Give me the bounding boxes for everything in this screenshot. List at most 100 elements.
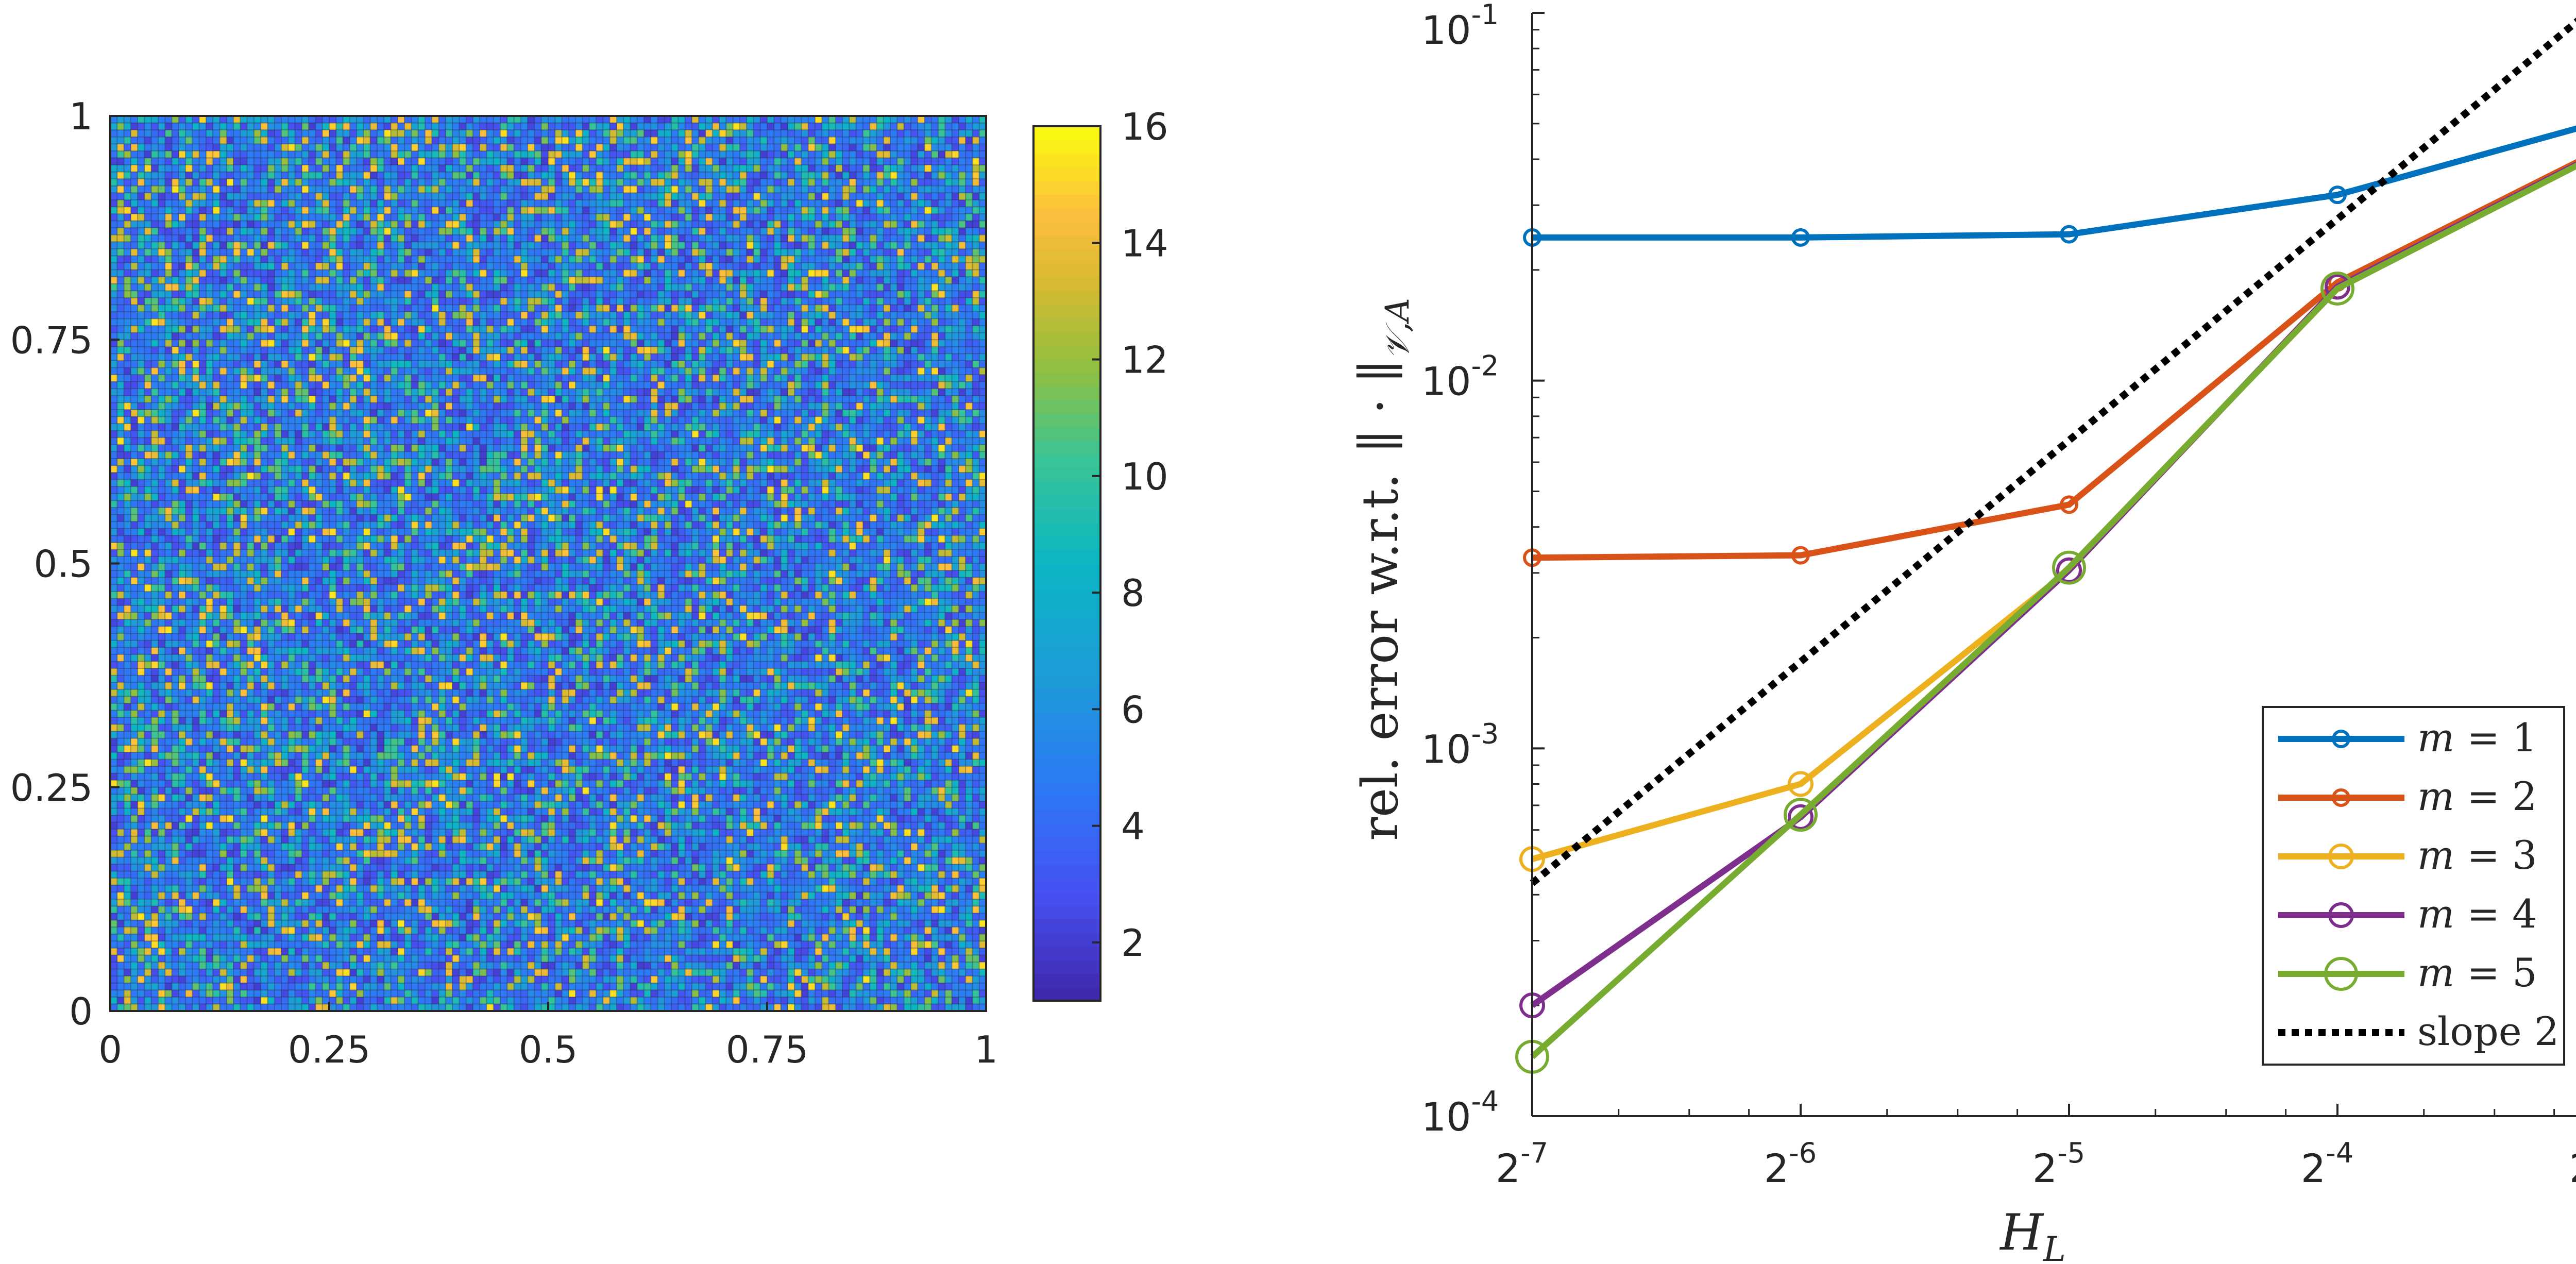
legend-marker [2328, 902, 2354, 928]
legend-box [2262, 706, 2565, 1066]
colorbar-tick-label: 6 [1121, 688, 1145, 731]
colorbar-ticks: 2 4 6 8 10 12 14 16 [1092, 105, 1168, 965]
line-x-tick-label: 2-5 [2032, 1137, 2085, 1191]
heatmap-x-tick-label: 1 [974, 1028, 998, 1071]
colorbar-band [1033, 345, 1100, 359]
heatmap-x-tick-label: 0.25 [288, 1028, 370, 1071]
colorbar-band [1033, 659, 1100, 673]
heatmap-x-ticks: 0 0.25 0.5 0.75 1 [98, 1002, 998, 1071]
legend-marker [2324, 957, 2358, 991]
legend-entries: m = 1 m = 2 m = 3 m = 4 m = 5 slope 2 [2278, 715, 2559, 1054]
colorbar-band [1033, 235, 1100, 250]
colorbar-band [1033, 276, 1100, 291]
line-y-tick-label: 10-4 [1421, 1085, 1499, 1140]
colorbar-band [1033, 509, 1100, 523]
y-axis-label: rel. error w.r.t.∥ · ∥𝒱,A [1351, 298, 1417, 841]
colorbar-tick-label: 4 [1121, 805, 1145, 848]
colorbar-band [1033, 358, 1100, 373]
colorbar-band [1033, 208, 1100, 223]
series-line [1532, 159, 2576, 561]
heatmap-y-tick-label: 0.25 [10, 766, 93, 810]
heatmap-y-ticks: 0 0.25 0.5 0.75 1 [10, 95, 120, 1033]
legend-label: m = 2 [2417, 773, 2537, 819]
colorbar-tick-label: 8 [1121, 571, 1145, 615]
colorbar-band [1033, 714, 1100, 728]
legend-marker [2332, 788, 2350, 807]
colorbar-band [1033, 741, 1100, 755]
heatmap-x-tick-label: 0 [98, 1028, 122, 1071]
colorbar-band [1033, 167, 1100, 182]
colorbar-band [1033, 577, 1100, 592]
colorbar-band [1033, 850, 1100, 865]
heatmap-y-tick-label: 0.75 [10, 318, 93, 362]
colorbar-band [1033, 385, 1100, 400]
colorbar-band [1033, 987, 1100, 1001]
colorbar-band [1033, 727, 1100, 742]
colorbar-band [1033, 604, 1100, 619]
line-x-ticks: 2-7 2-6 2-5 2-4 2-3 [1496, 1104, 2576, 1191]
colorbar-band [1033, 754, 1100, 769]
series-5 [1515, 162, 2576, 1074]
colorbar-band [1033, 495, 1100, 510]
series-line [1530, 162, 2576, 1059]
heatmap-x-tick-label: 0.5 [519, 1028, 578, 1071]
colorbar-band [1033, 222, 1100, 237]
colorbar-band [1033, 154, 1100, 168]
colorbar-band [1033, 645, 1100, 660]
colorbar-band [1033, 481, 1100, 496]
colorbar-band [1033, 290, 1100, 305]
colorbar-tick-label: 14 [1121, 222, 1168, 265]
colorbar-band [1033, 536, 1100, 550]
colorbar-band [1033, 700, 1100, 715]
colorbar-band [1033, 973, 1100, 988]
colorbar-band [1033, 836, 1100, 851]
colorbar-band [1033, 618, 1100, 633]
colorbar-band [1033, 932, 1100, 947]
line-y-ticks: 10-4 10-3 10-2 10-1 [1421, 0, 1545, 1140]
colorbar-band [1033, 263, 1100, 277]
series-line [1530, 18, 2576, 886]
colorbar-band [1033, 440, 1100, 455]
colorbar-band [1033, 632, 1100, 646]
data-point-marker [1788, 804, 1814, 830]
colorbar-tick-label: 12 [1121, 339, 1168, 382]
legend-label: m = 1 [2417, 715, 2537, 761]
data-point-marker [1791, 228, 1810, 247]
colorbar-band [1033, 878, 1100, 892]
colorbar-band [1033, 140, 1100, 155]
colorbar-band [1033, 918, 1100, 933]
colorbar-band [1033, 413, 1100, 428]
colorbar-band [1033, 686, 1100, 701]
colorbar: 2 4 6 8 10 12 14 16 [1032, 105, 1168, 1002]
colorbar-band [1033, 905, 1100, 919]
colorbar-band [1033, 181, 1100, 195]
colorbar-box [1032, 125, 1101, 1002]
colorbar-band [1033, 591, 1100, 605]
colorbar-band [1033, 467, 1100, 482]
heatmap-x-tick-label: 0.75 [726, 1028, 808, 1071]
heatmap-y-tick-label: 0.5 [33, 543, 93, 586]
heatmap-cells [110, 116, 986, 1011]
line-x-tick-label: 2-4 [2301, 1137, 2353, 1191]
colorbar-band [1033, 946, 1100, 960]
colorbar-band [1033, 823, 1100, 837]
legend-label: slope 2 [2417, 1008, 2559, 1054]
line-y-tick-label: 10-2 [1421, 350, 1499, 405]
colorbar-band [1033, 194, 1100, 209]
colorbar-band [1033, 522, 1100, 537]
line-chart-panel: 2-7 2-6 2-5 2-4 2-3 10-4 10-3 10-2 10-1 HL rel.… [1351, 0, 2576, 1264]
colorbar-band [1033, 809, 1100, 824]
heatmap-cell-grid [110, 116, 986, 1011]
series-line [1532, 125, 2576, 241]
heatmap-image [110, 116, 986, 1011]
colorbar-band [1033, 959, 1100, 974]
legend-marker [2328, 844, 2354, 869]
line-x-tick-label: 2-7 [1496, 1137, 1548, 1191]
legend-label: m = 3 [2417, 832, 2537, 878]
colorbar-band [1033, 549, 1100, 564]
heatmap-y-tick-label: 0 [69, 990, 93, 1033]
colorbar-band [1033, 768, 1100, 783]
data-point-marker [2325, 274, 2350, 300]
colorbar-band [1033, 317, 1100, 332]
